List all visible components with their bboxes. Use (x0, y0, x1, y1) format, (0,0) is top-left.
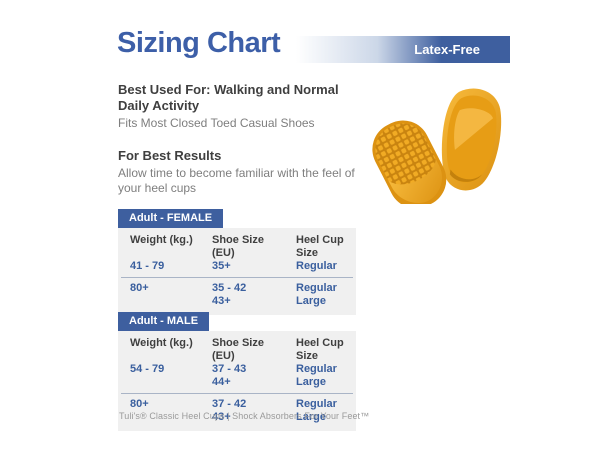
shoe-size-cell: 35 - 42 43+ (212, 282, 247, 307)
latex-free-badge-label: Latex-Free (414, 42, 480, 57)
cup-size-cell: Regular Large (296, 363, 337, 388)
column-header-cup-size: Heel Cup Size (296, 234, 344, 259)
male-table-header-row: Weight (kg.) Shoe Size (EU) Heel Cup Siz… (118, 337, 356, 363)
female-table-header-row: Weight (kg.) Shoe Size (EU) Heel Cup Siz… (118, 234, 356, 260)
cup-size-cell: Regular Large (296, 282, 337, 307)
latex-free-badge: Latex-Free (296, 36, 510, 63)
shoe-size-cell: 37 - 43 44+ (212, 363, 247, 388)
female-table: Weight (kg.) Shoe Size (EU) Heel Cup Siz… (118, 228, 356, 315)
column-header-weight: Weight (kg.) (130, 337, 193, 349)
table-row: 54 - 79 37 - 43 44+ Regular Large (118, 363, 356, 389)
heel-cup-bottom-view (372, 120, 447, 209)
column-header-shoe-size: Shoe Size (EU) (212, 234, 264, 259)
footer-tagline: Tuli's® Classic Heel Cups | Shock Absorb… (119, 411, 370, 421)
male-table-badge: Adult - MALE (118, 312, 210, 331)
shoe-size-cell: 35+ (212, 260, 231, 272)
best-used-heading: Best Used For: Walking and Normal Daily … (118, 82, 339, 113)
weight-cell: 80+ (130, 282, 149, 294)
column-header-cup-size: Heel Cup Size (296, 337, 344, 362)
best-results-heading: For Best Results (118, 148, 222, 163)
table-row: 80+ 37 - 42 43+ Regular Large (118, 398, 356, 424)
table-row: 80+ 35 - 42 43+ Regular Large (118, 282, 356, 308)
usage-info-section: Best Used For: Walking and Normal Daily … (118, 82, 374, 196)
heel-cups-illustration (372, 88, 502, 209)
heel-cups-product-image (368, 82, 513, 209)
table-row: 41 - 79 35+ Regular (118, 260, 356, 273)
sizing-table-male: Adult - MALE Weight (kg.) Shoe Size (EU)… (118, 312, 356, 431)
sizing-table-female: Adult - FEMALE Weight (kg.) Shoe Size (E… (118, 209, 356, 315)
cup-size-cell: Regular (296, 260, 337, 272)
weight-cell: 80+ (130, 398, 149, 410)
shoe-size-cell: 37 - 42 43+ (212, 398, 247, 423)
best-used-detail: Fits Most Closed Toed Casual Shoes (118, 116, 315, 130)
weight-cell: 41 - 79 (130, 260, 165, 272)
row-divider (121, 393, 353, 394)
male-table: Weight (kg.) Shoe Size (EU) Heel Cup Siz… (118, 331, 356, 431)
column-header-weight: Weight (kg.) (130, 234, 193, 246)
cup-size-cell: Regular Large (296, 398, 337, 423)
row-divider (121, 277, 353, 278)
page-title: Sizing Chart (117, 27, 281, 59)
column-header-shoe-size: Shoe Size (EU) (212, 337, 264, 362)
weight-cell: 54 - 79 (130, 363, 165, 375)
heel-cup-top-view (441, 88, 502, 191)
female-table-badge: Adult - FEMALE (118, 209, 224, 228)
best-results-detail: Allow time to become familiar with the f… (118, 166, 355, 195)
